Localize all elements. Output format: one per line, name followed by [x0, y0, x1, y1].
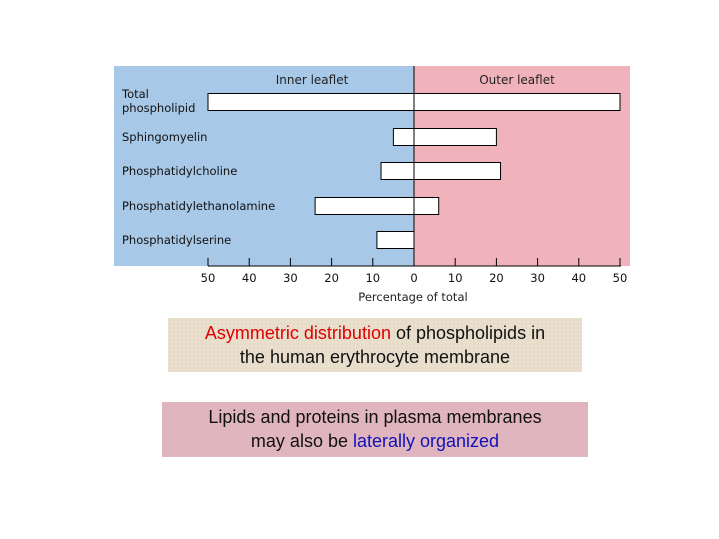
- category-label: Phosphatidylserine: [122, 233, 231, 247]
- caption-lateral-organization: Lipids and proteins in plasma membranes …: [162, 402, 588, 457]
- x-tick-label: 30: [283, 271, 298, 285]
- caption1-line2: the human erythrocyte membrane: [239, 347, 511, 367]
- inner-leaflet-bar: [207, 93, 415, 111]
- outer-leaflet-bar: [413, 128, 497, 146]
- x-tick-label: 30: [530, 271, 545, 285]
- caption2-text: may also be: [250, 431, 353, 451]
- inner-leaflet-bar: [314, 197, 415, 215]
- caption2-line1: Lipids and proteins in plasma membranes: [208, 407, 542, 427]
- x-tick-label: 20: [324, 271, 339, 285]
- caption1-text: of phospholipids in: [390, 323, 546, 343]
- x-tick-label: 50: [201, 271, 216, 285]
- x-tick-label: 10: [365, 271, 380, 285]
- caption-asymmetric-distribution: Asymmetric distribution of phospholipids…: [168, 318, 582, 372]
- caption1-highlight: Asymmetric distribution: [204, 323, 391, 343]
- x-tick-label: 20: [489, 271, 504, 285]
- x-tick-label: 10: [448, 271, 463, 285]
- category-label: Phosphatidylcholine: [122, 164, 237, 178]
- category-label: Total phospholipid: [121, 87, 195, 115]
- outer-leaflet-bar: [413, 162, 502, 180]
- x-tick-label: 40: [571, 271, 586, 285]
- category-label: Sphingomyelin: [122, 130, 207, 144]
- caption2-line2: may also be laterally organized: [162, 429, 588, 453]
- x-tick-label: 0: [410, 271, 417, 285]
- leaflet-distribution-chart: Inner leaflet Outer leaflet Total phospho…: [114, 66, 630, 304]
- caption2-highlight: laterally organized: [352, 431, 500, 451]
- inner-leaflet-header: Inner leaflet: [276, 73, 349, 87]
- x-tick-label: 40: [242, 271, 257, 285]
- outer-leaflet-header: Outer leaflet: [479, 73, 555, 87]
- category-label: Phosphatidylethanolamine: [122, 199, 275, 213]
- caption1-line1: Asymmetric distribution of phospholipids…: [168, 321, 582, 345]
- inner-leaflet-bar: [380, 162, 415, 180]
- inner-leaflet-bar: [392, 128, 415, 146]
- x-axis-label: Percentage of total: [358, 290, 467, 304]
- x-tick-label: 50: [613, 271, 628, 285]
- outer-leaflet-bar: [413, 93, 621, 111]
- inner-leaflet-bar: [376, 231, 415, 249]
- outer-leaflet-bar: [413, 197, 440, 215]
